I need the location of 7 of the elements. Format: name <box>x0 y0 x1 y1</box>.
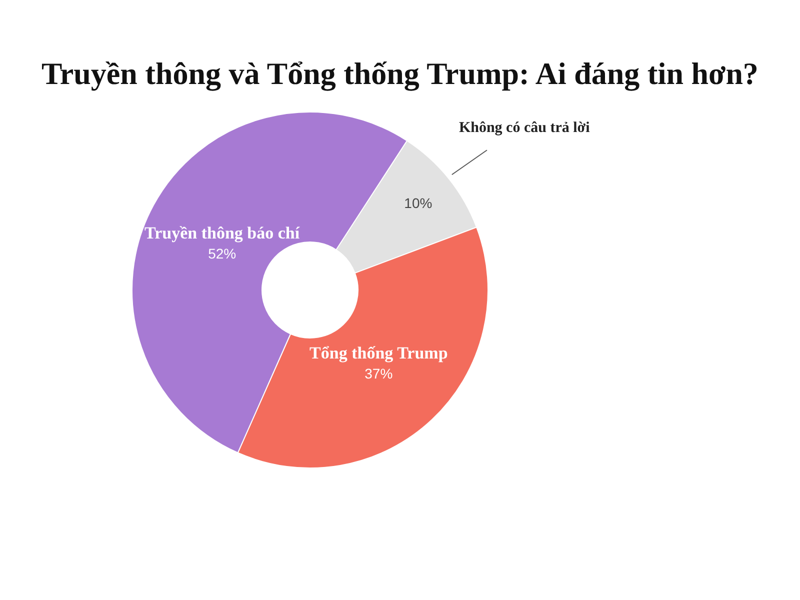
chart-title: Truyền thông và Tổng thống Trump: Ai đáng tin hơn? <box>42 56 758 91</box>
data-label: 10% <box>404 194 432 211</box>
slice-label: Truyền thông báo chí <box>144 223 300 242</box>
data-label: 37% <box>364 366 393 382</box>
data-label: 52% <box>208 245 236 262</box>
slice-label: Tổng thống Trump <box>310 344 448 363</box>
slice-label: Không có câu trả lời <box>458 120 590 136</box>
